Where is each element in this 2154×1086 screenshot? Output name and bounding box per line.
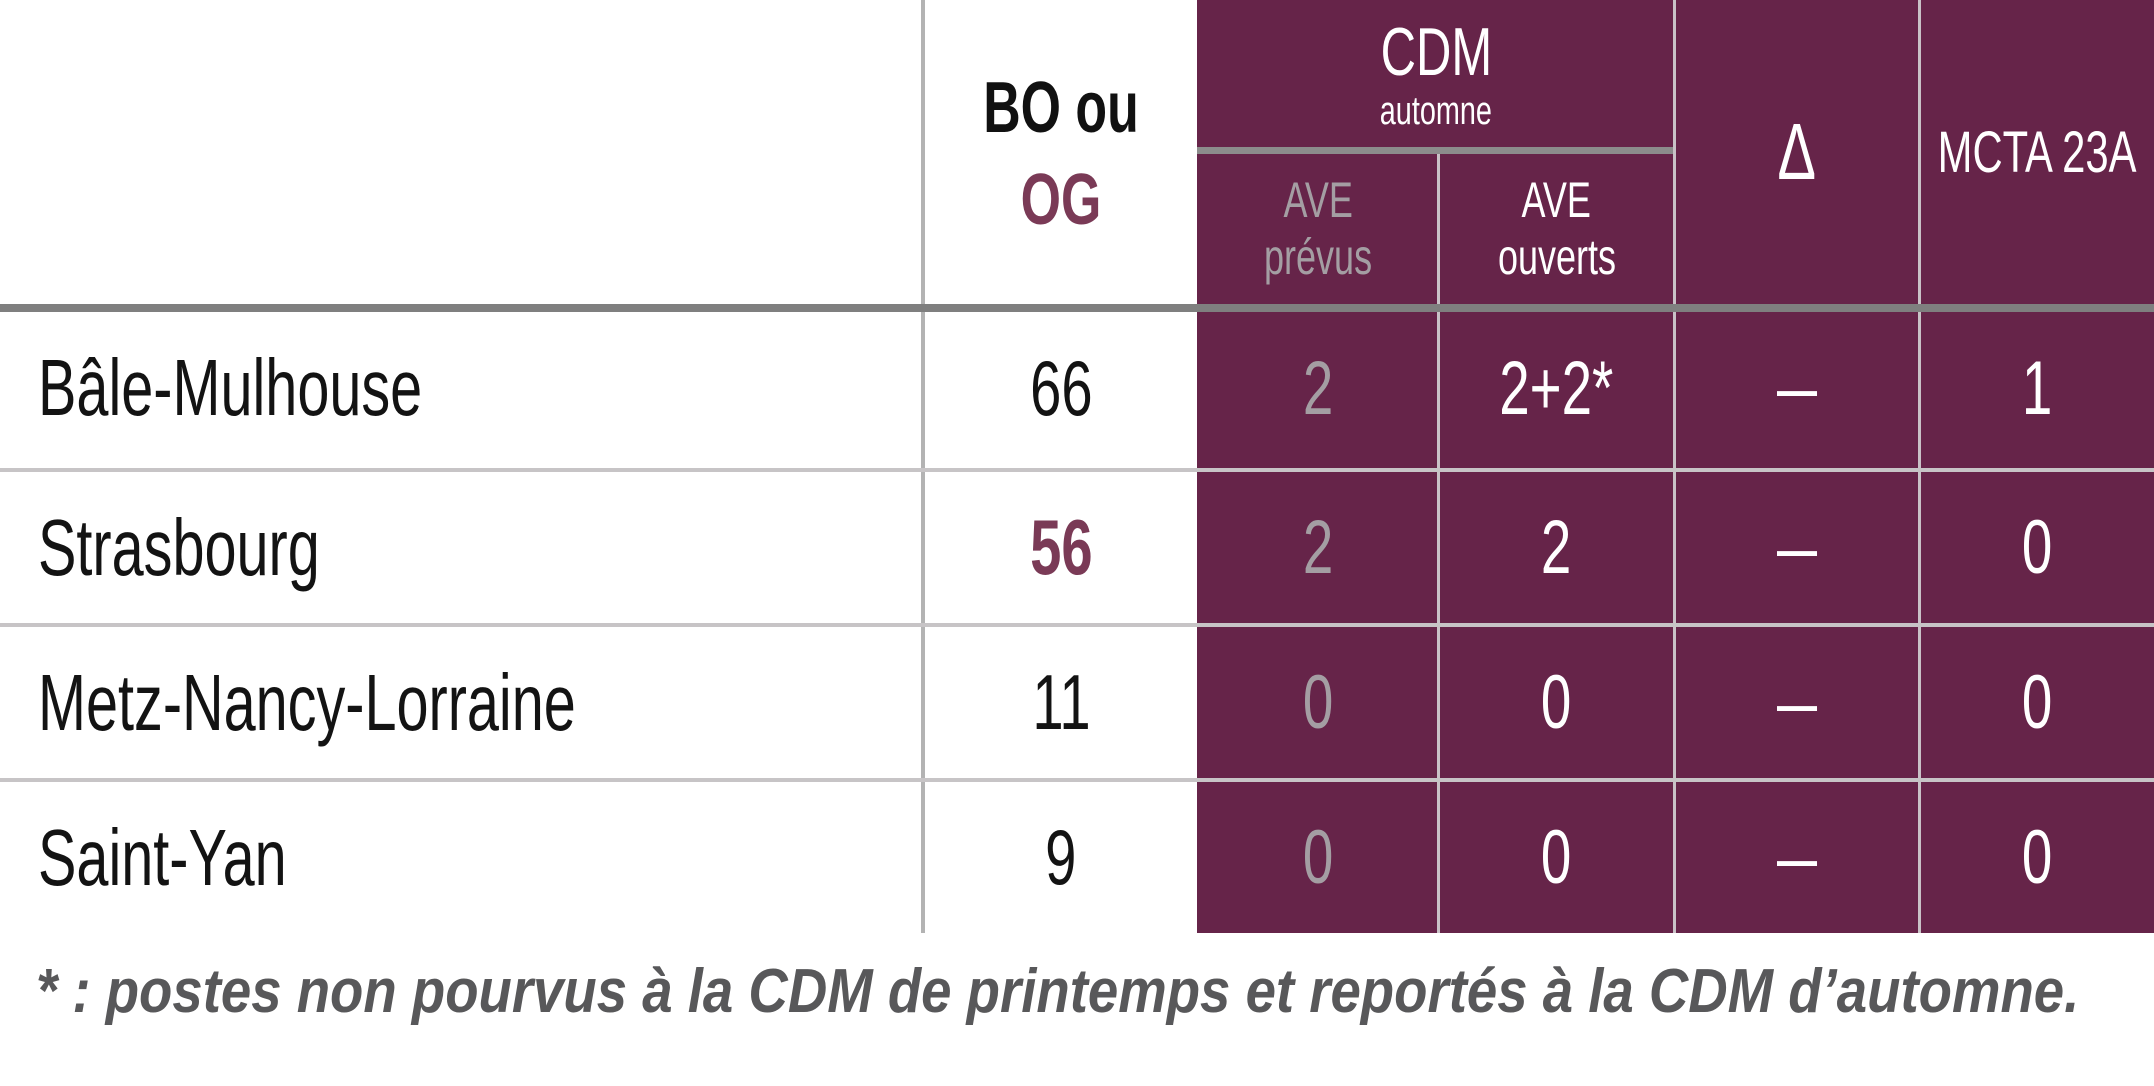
ave-ouverts-line1: AVE	[1521, 172, 1592, 228]
mcta-cell: 0	[1921, 782, 2154, 933]
cdm-header-underline	[1197, 147, 1675, 154]
ave-prevus-cell: 2	[1200, 472, 1437, 623]
ave-ouverts-line2: ouverts	[1497, 229, 1616, 285]
delta-value: –	[1776, 507, 1818, 588]
mcta-cell: 0	[1921, 472, 2154, 623]
mcta-value: 1	[2022, 345, 2053, 431]
footnote-text: * : postes non pourvus à la CDM de print…	[36, 957, 2080, 1026]
ave-prevus-cell: 2	[1200, 308, 1437, 468]
bo-header-line1: BO ou	[983, 68, 1139, 148]
ouverts-delta-divider	[1673, 0, 1676, 933]
column-header-ave-ouverts: AVE ouverts	[1440, 154, 1673, 304]
mcta-cell: 0	[1921, 627, 2154, 778]
ave-ouverts-value: 0	[1541, 815, 1572, 900]
header-bottom-rule	[0, 304, 2154, 312]
row-name-label: Metz-Nancy-Lorraine	[38, 657, 576, 747]
mcta-value: 0	[2022, 660, 2053, 745]
row-name-label: Saint-Yan	[38, 812, 287, 902]
ave-prevus-line1: AVE	[1283, 172, 1354, 228]
delta-cell: –	[1676, 782, 1918, 933]
column-header-delta: Δ	[1676, 0, 1918, 304]
table-row-name: Saint-Yan	[0, 782, 923, 933]
row-divider-3	[0, 778, 2154, 782]
ave-prevus-line2: prévus	[1264, 229, 1373, 285]
ave-ouverts-cell: 2	[1440, 472, 1673, 623]
bo-value: 9	[1045, 813, 1077, 901]
ave-ouverts-value: 2	[1541, 505, 1572, 590]
mcta-value: 0	[2022, 505, 2053, 590]
ave-ouverts-value: 2+2*	[1499, 345, 1614, 431]
delta-symbol: Δ	[1777, 107, 1817, 196]
bo-value-cell-highlighted: 56	[925, 472, 1197, 623]
delta-cell: –	[1676, 308, 1918, 468]
table-row-name: Strasbourg	[0, 472, 923, 623]
ave-prevus-cell: 0	[1200, 627, 1437, 778]
bo-value-cell: 9	[925, 782, 1197, 933]
column-header-ave-prevus: AVE prévus	[1200, 154, 1437, 304]
delta-value: –	[1776, 662, 1818, 743]
delta-cell: –	[1676, 472, 1918, 623]
og-header-line2: OG	[1020, 160, 1102, 240]
ave-ouverts-value: 0	[1541, 660, 1572, 745]
delta-value: –	[1776, 817, 1818, 898]
prevus-ouverts-divider	[1437, 154, 1440, 933]
table-row-name: Bâle-Mulhouse	[0, 308, 923, 468]
mcta-label: MCTA 23A	[1938, 119, 2137, 185]
row-divider-1	[0, 468, 2154, 472]
delta-cell: –	[1676, 627, 1918, 778]
ave-ouverts-cell: 0	[1440, 782, 1673, 933]
ave-prevus-value: 2	[1303, 505, 1334, 590]
mcta-cell: 1	[1921, 308, 2154, 468]
column-header-mcta-23a: MCTA 23A	[1921, 0, 2154, 304]
mcta-value: 0	[2022, 815, 2053, 900]
bo-value-cell: 66	[925, 308, 1197, 468]
row-divider-2	[0, 623, 2154, 627]
ave-prevus-value: 0	[1303, 815, 1334, 900]
row-name-label: Bâle-Mulhouse	[38, 343, 423, 432]
column-header-cdm-automne: CDM automne	[1197, 2, 1675, 147]
bo-value-cell: 11	[925, 627, 1197, 778]
bo-value: 11	[1031, 658, 1091, 746]
cdm-subtitle: automne	[1379, 88, 1493, 133]
ave-prevus-value: 2	[1303, 345, 1334, 431]
table-row-name: Metz-Nancy-Lorraine	[0, 627, 923, 778]
column-header-bo-og: BO ou OG	[925, 8, 1197, 300]
ave-prevus-cell: 0	[1200, 782, 1437, 933]
ave-ouverts-cell: 2+2*	[1440, 308, 1673, 468]
row-name-label: Strasbourg	[38, 502, 320, 592]
delta-value: –	[1776, 348, 1818, 428]
ave-prevus-value: 0	[1303, 660, 1334, 745]
bo-value: 66	[1029, 343, 1093, 432]
asterisk-footnote: * : postes non pourvus à la CDM de print…	[36, 952, 2146, 1032]
delta-mcta-divider	[1918, 0, 1921, 933]
names-column-divider	[921, 0, 925, 933]
bo-value: 56	[1029, 503, 1093, 591]
ave-ouverts-cell: 0	[1440, 627, 1673, 778]
cdm-title: CDM	[1380, 13, 1492, 90]
